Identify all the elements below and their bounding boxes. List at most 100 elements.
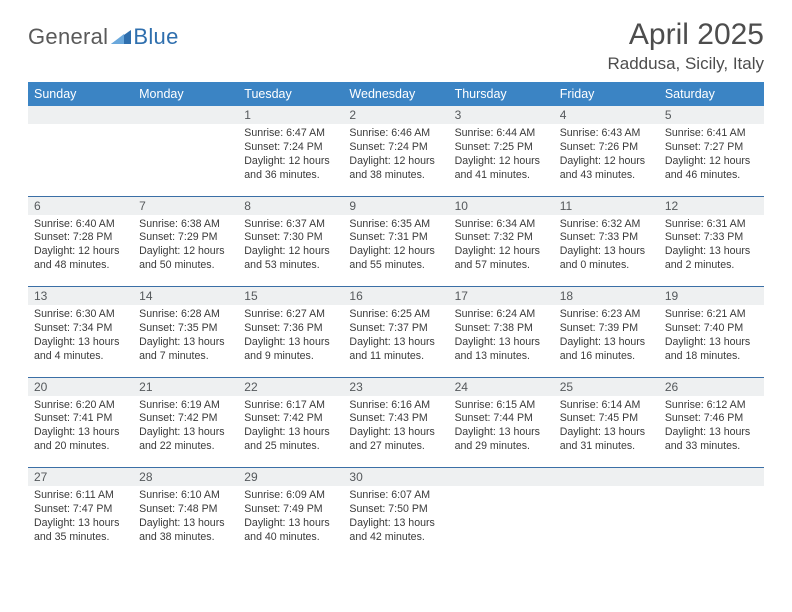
day-number-cell: 11 bbox=[554, 196, 659, 215]
weekday-header: Thursday bbox=[449, 82, 554, 106]
day-number-cell: 6 bbox=[28, 196, 133, 215]
day-cell: Sunrise: 6:19 AMSunset: 7:42 PMDaylight:… bbox=[133, 396, 238, 468]
day-details: Sunrise: 6:17 AMSunset: 7:42 PMDaylight:… bbox=[238, 396, 343, 461]
day-number-cell: 9 bbox=[343, 196, 448, 215]
day-number-cell bbox=[28, 106, 133, 124]
day-details: Sunrise: 6:10 AMSunset: 7:48 PMDaylight:… bbox=[133, 486, 238, 551]
day-details: Sunrise: 6:20 AMSunset: 7:41 PMDaylight:… bbox=[28, 396, 133, 461]
day-cell: Sunrise: 6:25 AMSunset: 7:37 PMDaylight:… bbox=[343, 305, 448, 377]
day-details: Sunrise: 6:35 AMSunset: 7:31 PMDaylight:… bbox=[343, 215, 448, 280]
day-cell bbox=[554, 486, 659, 558]
day-number-cell: 2 bbox=[343, 106, 448, 124]
day-cell: Sunrise: 6:11 AMSunset: 7:47 PMDaylight:… bbox=[28, 486, 133, 558]
weekday-header: Friday bbox=[554, 82, 659, 106]
day-number-cell: 24 bbox=[449, 377, 554, 396]
day-number-cell: 27 bbox=[28, 468, 133, 487]
month-title: April 2025 bbox=[607, 18, 764, 52]
day-number-cell: 28 bbox=[133, 468, 238, 487]
day-number-cell bbox=[449, 468, 554, 487]
day-number-cell bbox=[133, 106, 238, 124]
day-cell: Sunrise: 6:23 AMSunset: 7:39 PMDaylight:… bbox=[554, 305, 659, 377]
day-details: Sunrise: 6:14 AMSunset: 7:45 PMDaylight:… bbox=[554, 396, 659, 461]
day-number-cell: 17 bbox=[449, 287, 554, 306]
location-label: Raddusa, Sicily, Italy bbox=[607, 54, 764, 74]
weekday-header: Tuesday bbox=[238, 82, 343, 106]
day-cell: Sunrise: 6:28 AMSunset: 7:35 PMDaylight:… bbox=[133, 305, 238, 377]
calendar-header-row: SundayMondayTuesdayWednesdayThursdayFrid… bbox=[28, 82, 764, 106]
day-cell: Sunrise: 6:09 AMSunset: 7:49 PMDaylight:… bbox=[238, 486, 343, 558]
calendar-body: 12345Sunrise: 6:47 AMSunset: 7:24 PMDayl… bbox=[28, 106, 764, 558]
day-details: Sunrise: 6:16 AMSunset: 7:43 PMDaylight:… bbox=[343, 396, 448, 461]
day-number-cell: 14 bbox=[133, 287, 238, 306]
day-number-cell: 4 bbox=[554, 106, 659, 124]
day-details: Sunrise: 6:34 AMSunset: 7:32 PMDaylight:… bbox=[449, 215, 554, 280]
day-cell: Sunrise: 6:41 AMSunset: 7:27 PMDaylight:… bbox=[659, 124, 764, 196]
day-number-cell: 22 bbox=[238, 377, 343, 396]
day-number-cell: 7 bbox=[133, 196, 238, 215]
day-number-cell: 26 bbox=[659, 377, 764, 396]
day-details: Sunrise: 6:09 AMSunset: 7:49 PMDaylight:… bbox=[238, 486, 343, 551]
day-details: Sunrise: 6:15 AMSunset: 7:44 PMDaylight:… bbox=[449, 396, 554, 461]
calendar-page: General Blue April 2025 Raddusa, Sicily,… bbox=[0, 0, 792, 612]
day-cell: Sunrise: 6:15 AMSunset: 7:44 PMDaylight:… bbox=[449, 396, 554, 468]
brand-logo: General Blue bbox=[28, 18, 179, 50]
day-number-cell: 10 bbox=[449, 196, 554, 215]
page-header: General Blue April 2025 Raddusa, Sicily,… bbox=[28, 18, 764, 74]
day-cell: Sunrise: 6:32 AMSunset: 7:33 PMDaylight:… bbox=[554, 215, 659, 287]
day-number-cell: 23 bbox=[343, 377, 448, 396]
day-details: Sunrise: 6:43 AMSunset: 7:26 PMDaylight:… bbox=[554, 124, 659, 189]
day-cell: Sunrise: 6:07 AMSunset: 7:50 PMDaylight:… bbox=[343, 486, 448, 558]
day-cell: Sunrise: 6:12 AMSunset: 7:46 PMDaylight:… bbox=[659, 396, 764, 468]
day-cell: Sunrise: 6:16 AMSunset: 7:43 PMDaylight:… bbox=[343, 396, 448, 468]
day-cell bbox=[133, 124, 238, 196]
day-cell: Sunrise: 6:40 AMSunset: 7:28 PMDaylight:… bbox=[28, 215, 133, 287]
calendar-week: Sunrise: 6:11 AMSunset: 7:47 PMDaylight:… bbox=[28, 486, 764, 558]
day-cell: Sunrise: 6:24 AMSunset: 7:38 PMDaylight:… bbox=[449, 305, 554, 377]
weekday-header: Saturday bbox=[659, 82, 764, 106]
day-details: Sunrise: 6:37 AMSunset: 7:30 PMDaylight:… bbox=[238, 215, 343, 280]
calendar-table: SundayMondayTuesdayWednesdayThursdayFrid… bbox=[28, 82, 764, 558]
brand-word-1: General bbox=[28, 24, 108, 50]
day-cell: Sunrise: 6:43 AMSunset: 7:26 PMDaylight:… bbox=[554, 124, 659, 196]
calendar-week: Sunrise: 6:47 AMSunset: 7:24 PMDaylight:… bbox=[28, 124, 764, 196]
day-cell: Sunrise: 6:47 AMSunset: 7:24 PMDaylight:… bbox=[238, 124, 343, 196]
day-cell: Sunrise: 6:34 AMSunset: 7:32 PMDaylight:… bbox=[449, 215, 554, 287]
day-cell: Sunrise: 6:10 AMSunset: 7:48 PMDaylight:… bbox=[133, 486, 238, 558]
day-number-cell: 8 bbox=[238, 196, 343, 215]
day-number-cell: 3 bbox=[449, 106, 554, 124]
day-cell: Sunrise: 6:30 AMSunset: 7:34 PMDaylight:… bbox=[28, 305, 133, 377]
day-number-cell bbox=[554, 468, 659, 487]
day-details: Sunrise: 6:41 AMSunset: 7:27 PMDaylight:… bbox=[659, 124, 764, 189]
day-details: Sunrise: 6:23 AMSunset: 7:39 PMDaylight:… bbox=[554, 305, 659, 370]
day-cell: Sunrise: 6:44 AMSunset: 7:25 PMDaylight:… bbox=[449, 124, 554, 196]
day-details: Sunrise: 6:11 AMSunset: 7:47 PMDaylight:… bbox=[28, 486, 133, 551]
calendar-week: Sunrise: 6:40 AMSunset: 7:28 PMDaylight:… bbox=[28, 215, 764, 287]
day-cell: Sunrise: 6:38 AMSunset: 7:29 PMDaylight:… bbox=[133, 215, 238, 287]
day-number-cell: 19 bbox=[659, 287, 764, 306]
day-number-cell: 1 bbox=[238, 106, 343, 124]
day-cell: Sunrise: 6:17 AMSunset: 7:42 PMDaylight:… bbox=[238, 396, 343, 468]
day-number-cell: 18 bbox=[554, 287, 659, 306]
day-details: Sunrise: 6:47 AMSunset: 7:24 PMDaylight:… bbox=[238, 124, 343, 189]
day-number-cell: 13 bbox=[28, 287, 133, 306]
day-cell: Sunrise: 6:20 AMSunset: 7:41 PMDaylight:… bbox=[28, 396, 133, 468]
day-cell bbox=[449, 486, 554, 558]
day-cell bbox=[28, 124, 133, 196]
brand-word-2: Blue bbox=[133, 24, 178, 50]
weekday-header: Sunday bbox=[28, 82, 133, 106]
day-details: Sunrise: 6:25 AMSunset: 7:37 PMDaylight:… bbox=[343, 305, 448, 370]
day-number-cell bbox=[659, 468, 764, 487]
day-number-cell: 25 bbox=[554, 377, 659, 396]
day-details: Sunrise: 6:40 AMSunset: 7:28 PMDaylight:… bbox=[28, 215, 133, 280]
weekday-header: Wednesday bbox=[343, 82, 448, 106]
day-cell bbox=[659, 486, 764, 558]
calendar-week: Sunrise: 6:20 AMSunset: 7:41 PMDaylight:… bbox=[28, 396, 764, 468]
day-cell: Sunrise: 6:27 AMSunset: 7:36 PMDaylight:… bbox=[238, 305, 343, 377]
day-details: Sunrise: 6:38 AMSunset: 7:29 PMDaylight:… bbox=[133, 215, 238, 280]
day-details: Sunrise: 6:21 AMSunset: 7:40 PMDaylight:… bbox=[659, 305, 764, 370]
day-details: Sunrise: 6:32 AMSunset: 7:33 PMDaylight:… bbox=[554, 215, 659, 280]
day-number-cell: 16 bbox=[343, 287, 448, 306]
weekday-header: Monday bbox=[133, 82, 238, 106]
day-details: Sunrise: 6:19 AMSunset: 7:42 PMDaylight:… bbox=[133, 396, 238, 461]
day-number-cell: 12 bbox=[659, 196, 764, 215]
